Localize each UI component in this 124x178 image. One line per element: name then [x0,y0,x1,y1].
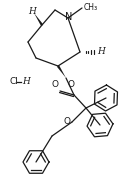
Text: H: H [97,46,105,56]
Text: O: O [52,80,59,89]
Text: N: N [65,12,73,22]
Text: O: O [63,117,70,127]
Polygon shape [34,13,43,26]
Text: CH₃: CH₃ [84,4,98,12]
Text: Cl: Cl [10,77,19,87]
Text: H: H [28,7,36,15]
Text: H: H [22,77,30,87]
Text: O: O [67,80,74,89]
Polygon shape [57,65,66,78]
